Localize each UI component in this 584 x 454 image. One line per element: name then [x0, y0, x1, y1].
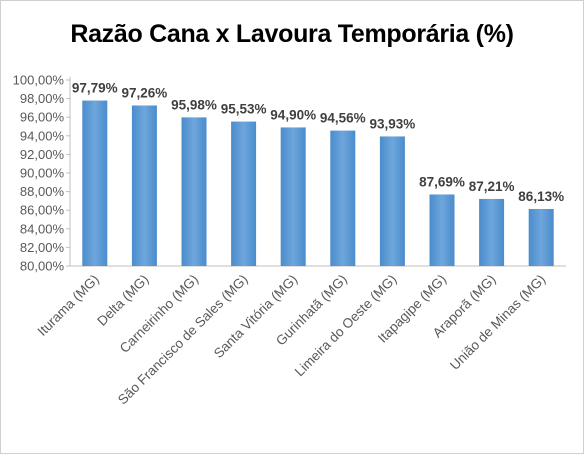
y-tick-label: 90,00%: [20, 166, 65, 181]
bar: [528, 208, 554, 266]
data-label: 86,13%: [518, 189, 564, 204]
bar: [330, 130, 356, 266]
bar: [429, 194, 455, 266]
y-tick-label: 80,00%: [20, 259, 65, 274]
bar: [379, 136, 405, 266]
data-label: 95,98%: [171, 97, 217, 112]
data-label: 97,26%: [122, 85, 168, 100]
bar: [231, 121, 257, 266]
y-tick-label: 84,00%: [20, 221, 65, 236]
data-label: 87,21%: [469, 179, 515, 194]
x-category-label: União de Minas (MG): [447, 272, 548, 373]
y-tick-label: 92,00%: [20, 147, 65, 162]
y-tick-label: 86,00%: [20, 203, 65, 218]
data-labels: 97,79% 97,26%95,98% 95,53% 94,90% 94,56% 93,9…: [72, 81, 564, 204]
x-category-label: Iturama (MG): [35, 272, 102, 339]
data-label: 95,53%: [221, 102, 267, 117]
bar: [479, 198, 505, 266]
y-tick-label: 96,00%: [20, 110, 65, 125]
bar: [131, 105, 157, 267]
x-category-label: Santa Vitória (MG): [211, 272, 300, 361]
bar: [280, 127, 306, 267]
y-tick-label: 94,00%: [20, 128, 65, 143]
bars: [82, 100, 554, 267]
bar: [181, 117, 207, 266]
data-label: 94,56%: [320, 111, 366, 126]
y-tick-label: 88,00%: [20, 184, 65, 199]
y-tick-label: 100,00%: [13, 73, 65, 88]
chart-title: Razão Cana x Lavoura Temporária (%): [70, 20, 514, 48]
y-axis-ticks: 80,00% 82,00% 84,00% 86,00% 88,00% 90,00% 92,0…: [13, 73, 70, 274]
x-axis-labels: Iturama (MG)Delta (MG)Carneirinho (MG)Sã…: [35, 272, 549, 408]
bar: [82, 100, 108, 266]
data-label: 87,69%: [419, 174, 465, 189]
data-label: 93,93%: [370, 116, 416, 131]
data-label: 94,90%: [270, 107, 316, 122]
data-label: 97,79%: [72, 81, 118, 96]
y-tick-label: 98,00%: [20, 91, 65, 106]
y-tick-label: 82,00%: [20, 240, 65, 255]
